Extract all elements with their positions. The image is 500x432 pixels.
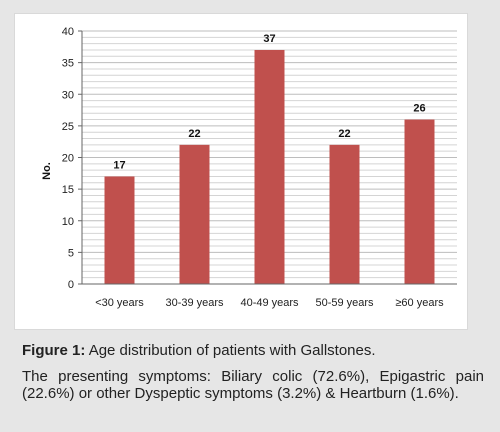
chart-frame: 17 22 37 22 26 0 5 10 15 20 25 30 35 40 <30 years 30-3… [14, 13, 468, 330]
figure-caption: Figure 1: Age distribution of patients w… [22, 342, 490, 360]
data-label: 22 [338, 128, 350, 140]
figure-label: Figure 1: [22, 342, 86, 359]
figure-caption-text: Age distribution of patients with Gallst… [88, 342, 376, 359]
bar [254, 49, 285, 284]
y-tick-label: 25 [62, 121, 74, 133]
data-label: 26 [413, 103, 425, 115]
body-paragraph: The presenting symptoms: Biliary colic (… [22, 368, 484, 402]
bar [179, 144, 210, 284]
x-tick-label: 30-39 years [165, 297, 224, 309]
bar [329, 144, 360, 284]
y-tick-label: 0 [68, 279, 74, 291]
y-tick-label: 10 [62, 216, 74, 228]
x-tick-label: 50-59 years [315, 297, 374, 309]
bar [104, 176, 135, 284]
data-label: 37 [263, 33, 275, 45]
y-tick-label: 35 [62, 58, 74, 70]
y-tick-label: 20 [62, 153, 74, 165]
bar-chart: 17 22 37 22 26 0 5 10 15 20 25 30 35 40 <30 years 30-3… [41, 26, 457, 309]
y-tick-label: 15 [62, 184, 74, 196]
x-tick-label: ≥60 years [395, 297, 444, 309]
x-tick-label: 40-49 years [240, 297, 299, 309]
data-label: 22 [188, 128, 200, 140]
y-tick-label: 5 [68, 247, 74, 259]
y-tick-label: 40 [62, 26, 74, 38]
bar [404, 119, 435, 284]
y-axis-label: No. [41, 162, 53, 180]
data-label: 17 [113, 159, 125, 171]
y-tick-label: 30 [62, 89, 74, 101]
x-tick-label: <30 years [95, 297, 144, 309]
